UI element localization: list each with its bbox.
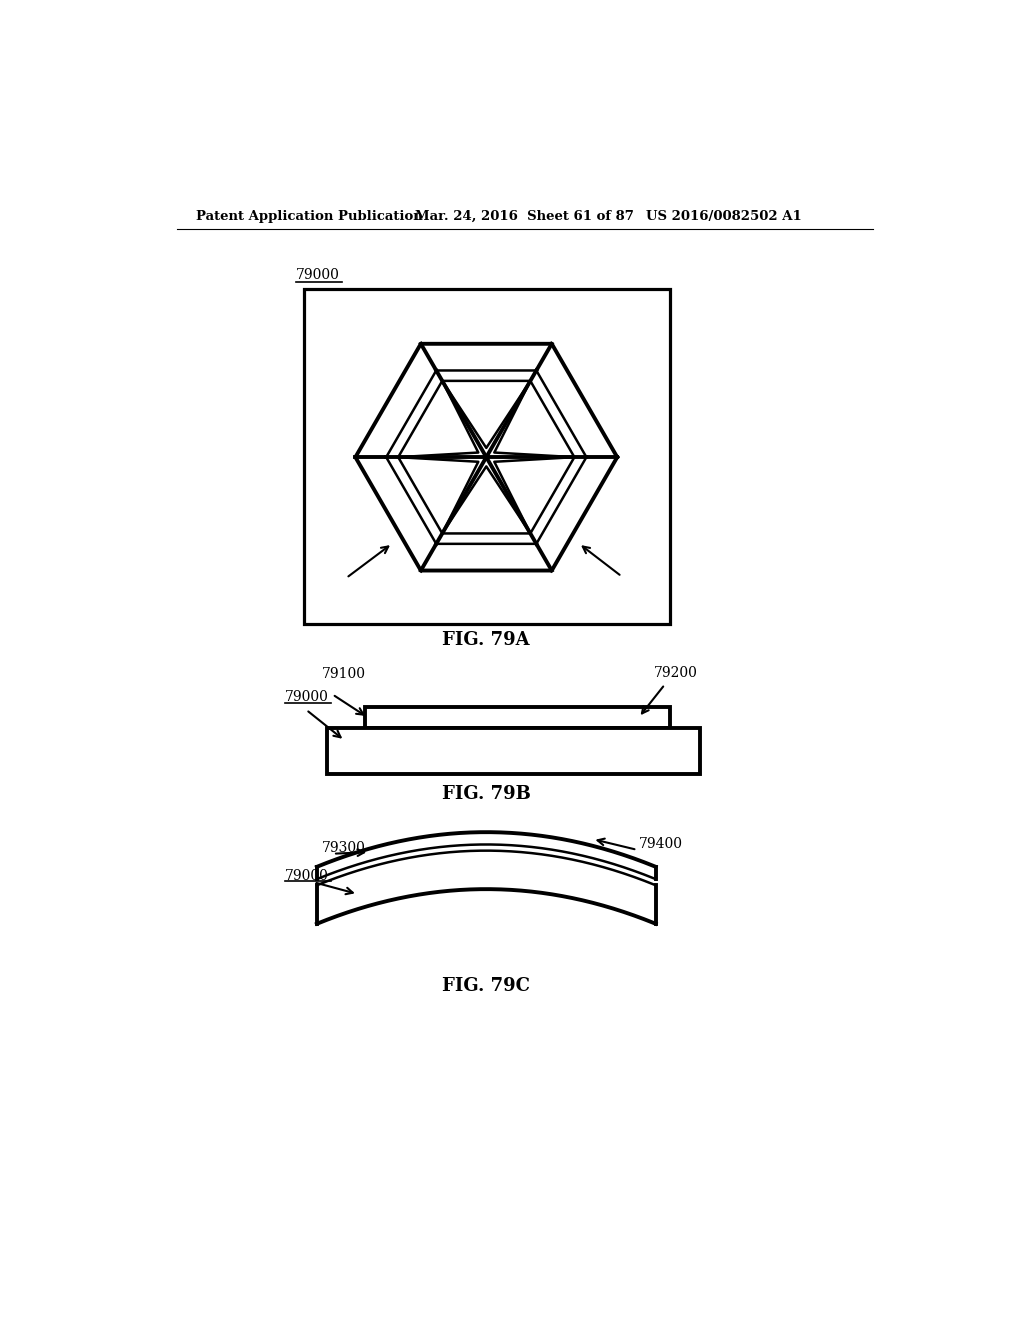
Bar (304, 289, 670, 624)
Text: 79000: 79000 (296, 268, 340, 282)
Text: 79200: 79200 (654, 665, 698, 680)
Text: Mar. 24, 2016  Sheet 61 of 87: Mar. 24, 2016 Sheet 61 of 87 (416, 210, 634, 223)
Text: 79400: 79400 (639, 837, 683, 850)
Text: Patent Application Publication: Patent Application Publication (196, 210, 423, 223)
Text: FIG. 79A: FIG. 79A (442, 631, 530, 648)
Text: US 2016/0082502 A1: US 2016/0082502 A1 (646, 210, 802, 223)
Text: 79000: 79000 (285, 869, 329, 883)
Text: FIG. 79C: FIG. 79C (442, 977, 530, 995)
Text: 79100: 79100 (322, 668, 366, 681)
Bar (327, 729, 700, 775)
Text: FIG. 79B: FIG. 79B (442, 784, 530, 803)
Bar (366, 706, 670, 729)
Text: 79300: 79300 (322, 841, 366, 854)
Text: 79000: 79000 (285, 690, 329, 705)
